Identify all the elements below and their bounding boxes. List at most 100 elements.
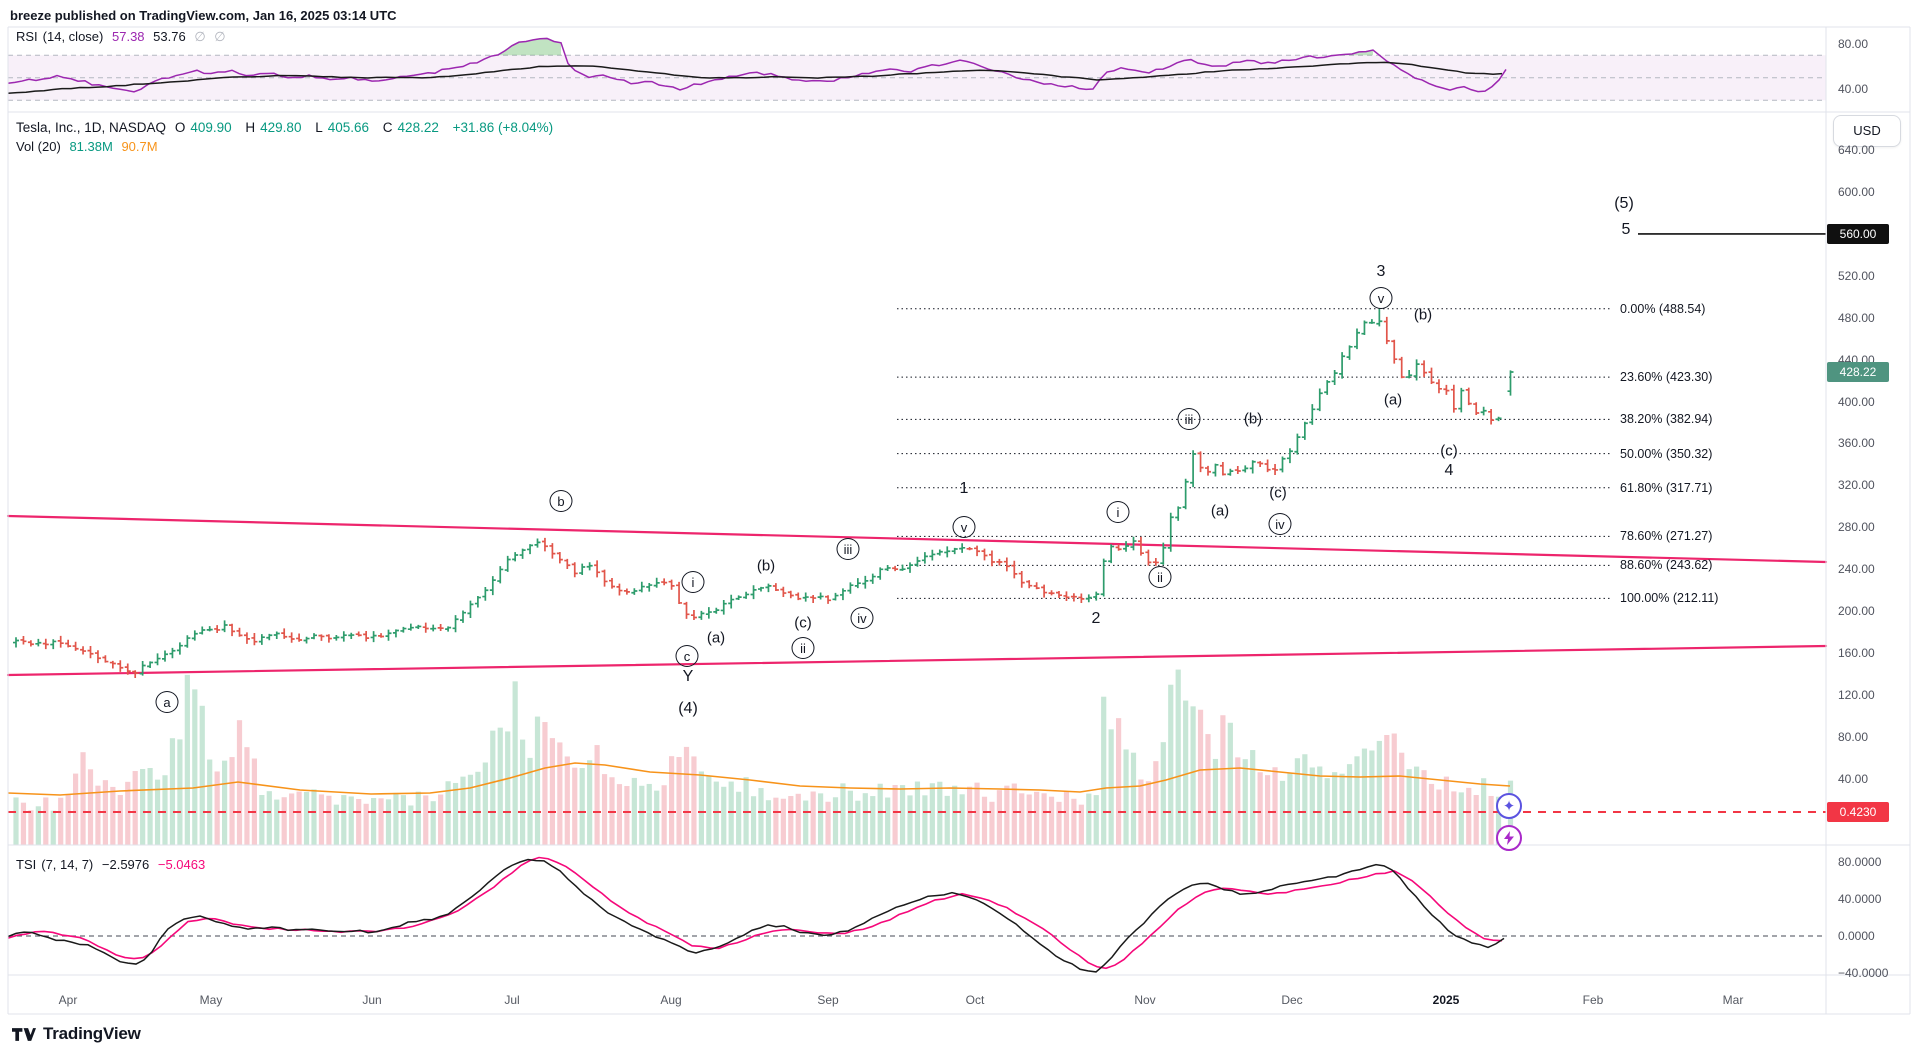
wave-label[interactable]: (a) [1383, 391, 1403, 409]
wave-label[interactable]: (5) [1614, 195, 1634, 212]
currency-usd-button[interactable]: USD [1833, 115, 1901, 147]
wave-label[interactable]: v [1369, 287, 1393, 309]
wave-label[interactable]: 1 [959, 480, 969, 497]
tsi-legend[interactable]: TSI (7, 14, 7) −2.5976 −5.0463 [16, 857, 210, 872]
rsi-legend[interactable]: RSI (14, close) 57.38 53.76 ∅ ∅ [16, 29, 231, 45]
price-bar [162, 650, 168, 662]
month-label[interactable]: Dec [1281, 993, 1303, 1007]
wave-label[interactable]: ii [1148, 566, 1172, 588]
month-label[interactable]: Sep [817, 993, 839, 1007]
vol-title: Vol (20) [16, 139, 61, 154]
wave-label[interactable]: i [1106, 501, 1130, 523]
volume-bar [669, 756, 675, 845]
price-bar [1190, 450, 1197, 488]
volume-bar [28, 810, 34, 845]
volume-bar [862, 793, 868, 845]
wave-label[interactable]: 3 [1376, 263, 1386, 280]
price-bar [1391, 339, 1398, 364]
fib-label[interactable]: 23.60% (423.30) [1620, 370, 1713, 385]
volume-bar [624, 786, 630, 845]
wave-label[interactable]: (c) [1440, 442, 1458, 460]
wave-label[interactable]: 5 [1621, 221, 1631, 238]
price-tick: 520.00 [1838, 268, 1875, 283]
wave-label[interactable]: (4) [678, 700, 698, 717]
volume-bar [505, 731, 511, 845]
price-bar [1227, 468, 1234, 476]
lightning-icon[interactable] [1496, 825, 1522, 851]
volume-bar [534, 716, 541, 845]
volume-bar [1361, 748, 1368, 845]
lightning-glyph [1504, 831, 1514, 845]
price-bar [102, 655, 109, 663]
lower-support-trendline[interactable] [6, 644, 1828, 677]
price-bar [392, 629, 399, 638]
month-label[interactable]: Mar [1722, 993, 1744, 1007]
fib-label[interactable]: 38.20% (382.94) [1620, 412, 1713, 427]
price-bar [1428, 367, 1435, 384]
month-label[interactable]: May [199, 993, 223, 1007]
wave-label[interactable]: (a) [1210, 502, 1230, 520]
tradingview-logo[interactable]: TradingView [12, 1024, 141, 1044]
wave-label[interactable]: c [675, 645, 699, 667]
price-bar [117, 660, 124, 672]
wave-label[interactable]: (c) [1269, 484, 1287, 502]
wave-label[interactable]: v [952, 516, 976, 538]
price-bar [50, 639, 57, 650]
wave-label[interactable]: Y [682, 668, 694, 685]
month-label[interactable]: Feb [1582, 993, 1604, 1007]
wave-label[interactable]: iii [1177, 408, 1201, 430]
wave-label[interactable]: (c) [794, 614, 812, 632]
volume-bar [885, 797, 891, 845]
wave-label[interactable]: iii [836, 538, 860, 560]
month-label[interactable]: 2025 [1432, 993, 1460, 1007]
price-bar [415, 624, 422, 630]
volume-legend[interactable]: Vol (20) 81.38M 90.7M [16, 139, 163, 154]
wave-label[interactable]: (a) [706, 629, 726, 647]
price-bar [340, 631, 347, 642]
tsi-value: −2.5976 [101, 857, 150, 872]
volume-bar [438, 794, 444, 845]
fib-label[interactable]: 78.60% (271.27) [1620, 529, 1713, 544]
wave-label[interactable]: i [681, 571, 705, 593]
month-label[interactable]: Jul [504, 993, 520, 1007]
volume-bar [289, 793, 295, 845]
month-label[interactable]: Aug [660, 993, 682, 1007]
wave-label[interactable]: (b) [1413, 306, 1433, 324]
month-label[interactable]: Apr [58, 993, 78, 1007]
wave-label[interactable]: b [549, 490, 573, 512]
month-label[interactable]: Oct [965, 993, 985, 1007]
upper-resistance-trendline[interactable] [6, 514, 1828, 564]
price-bar [1130, 536, 1137, 551]
wave-label[interactable]: iv [850, 607, 874, 629]
month-label[interactable]: Jun [362, 993, 382, 1007]
volume-bar [43, 797, 49, 845]
sparkle-icon[interactable]: ✦ [1496, 793, 1522, 819]
volume-bar [430, 801, 436, 845]
volume-bar [460, 776, 466, 845]
volume-bar [1391, 733, 1397, 845]
volume-bar [1071, 798, 1077, 845]
wave-label[interactable]: 2 [1091, 610, 1101, 627]
fib-label[interactable]: 0.00% (488.54) [1620, 301, 1706, 316]
fib-label[interactable]: 61.80% (317.71) [1620, 480, 1713, 495]
fib-label[interactable]: 100.00% (212.11) [1620, 591, 1719, 606]
price-bar [236, 627, 243, 637]
wave-label[interactable]: (b) [1243, 410, 1263, 428]
price-bar [124, 663, 131, 675]
price-bar [1249, 460, 1256, 474]
wave-label[interactable]: 4 [1444, 462, 1454, 479]
month-label[interactable]: Nov [1134, 993, 1156, 1007]
wave-label[interactable]: a [155, 691, 179, 713]
symbol-legend[interactable]: Tesla, Inc., 1D, NASDAQ O 409.90 H 429.80 … [16, 120, 558, 135]
volume-bar [162, 775, 168, 845]
fib-label[interactable]: 50.00% (350.32) [1620, 446, 1713, 461]
wave-label[interactable]: iv [1268, 513, 1292, 535]
last-price-badge: 428.22 [1827, 361, 1889, 382]
wave-label[interactable]: (b) [756, 557, 776, 575]
price-bar [1219, 462, 1226, 476]
fib-label[interactable]: 88.60% (243.62) [1620, 558, 1713, 573]
volume-bar [140, 768, 146, 845]
wave-label[interactable]: ii [791, 637, 815, 659]
